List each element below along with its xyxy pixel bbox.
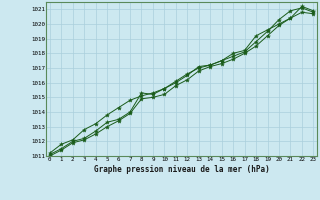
X-axis label: Graphe pression niveau de la mer (hPa): Graphe pression niveau de la mer (hPa) — [94, 165, 269, 174]
